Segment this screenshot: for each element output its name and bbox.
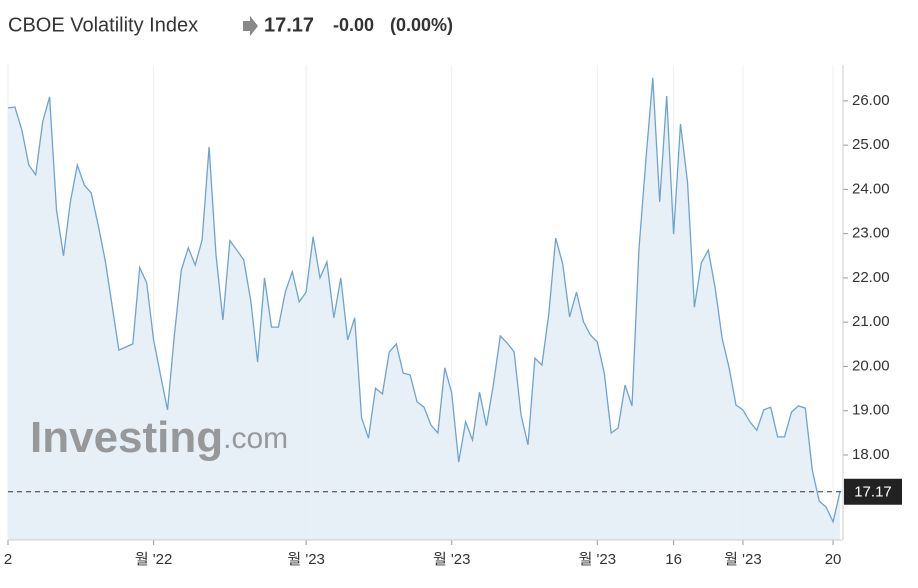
watermark: Investing.com [30, 413, 288, 462]
chart-title: CBOE Volatility Index [8, 14, 198, 36]
change-pct: (0.00%) [390, 15, 453, 35]
area [8, 77, 840, 541]
x-tick-label: 2 [4, 551, 12, 568]
x-tick-label: 월 '23 [433, 551, 471, 568]
x-tick-label: 월 '22 [135, 551, 173, 568]
plot [7, 65, 841, 541]
watermark-brand: Investing [30, 413, 223, 462]
line [7, 77, 841, 524]
last-price-box [844, 478, 902, 505]
x-tick-label: 20 [825, 551, 842, 568]
y-tick-label: 19.00 [852, 402, 890, 419]
y-tick-label: 25.00 [852, 136, 890, 153]
price: 17.17 [264, 14, 314, 36]
watermark-domain: .com [223, 422, 288, 455]
x-tick-label: 16 [665, 551, 682, 568]
last-price-label: 17.17 [854, 484, 892, 501]
change: -0.00 [333, 15, 374, 35]
y-tick-label: 18.00 [852, 446, 890, 463]
y-tick-label: 26.00 [852, 92, 890, 109]
x-tick-label: 월 '23 [287, 551, 325, 568]
y-tick-label: 22.00 [852, 269, 890, 286]
y-tick-label: 24.00 [852, 180, 890, 197]
arrow-icon [243, 16, 258, 36]
x-tick-label: 월 '23 [579, 551, 617, 568]
y-tick-label: 20.00 [852, 357, 890, 374]
y-tick-label: 21.00 [852, 313, 890, 330]
x-tick-label: 월 '23 [724, 551, 762, 568]
y-tick-label: 23.00 [852, 225, 890, 242]
